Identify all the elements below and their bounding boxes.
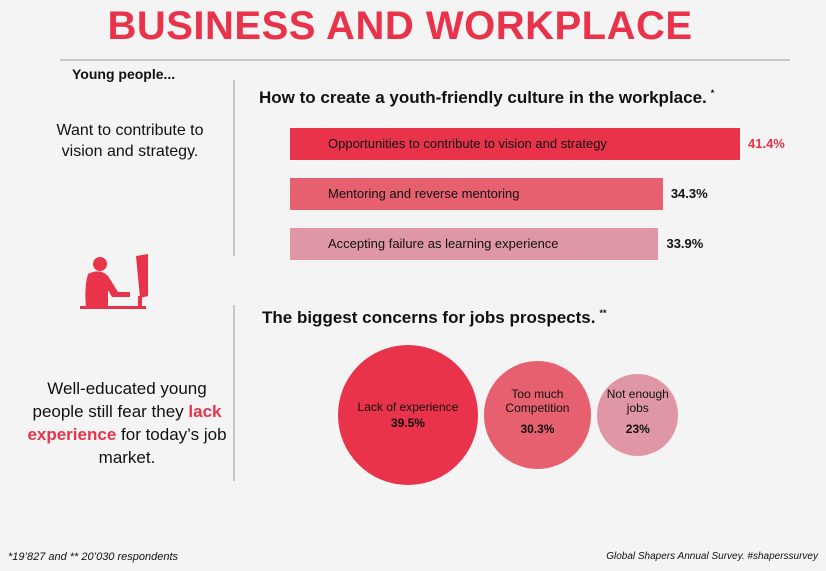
worker-icon — [80, 254, 148, 309]
text: for today’s job market. — [98, 425, 227, 467]
bubble — [483, 361, 592, 469]
bubble — [338, 345, 478, 485]
chart-title: How to create a youth-friendly culture i… — [259, 88, 714, 108]
bubble-label: Too much Competition — [505, 387, 570, 415]
bar-label: Opportunities to contribute to vision an… — [328, 136, 607, 151]
text: Well-educated young people still fear th… — [32, 379, 207, 421]
sidebar-heading: Young people... — [72, 66, 176, 82]
sidebar-text: Well-educated young people still fear th… — [22, 377, 232, 469]
footnote: *19’827 and ** 20’030 respondents — [8, 551, 179, 563]
value-label: 23% — [625, 422, 650, 436]
divider — [60, 59, 790, 61]
bubble — [597, 374, 679, 456]
bar-label: Accepting failure as learning experience — [328, 236, 559, 251]
bubble-label: Lack of experience — [357, 400, 459, 414]
value-label: 39.5% — [390, 416, 425, 430]
divider — [233, 80, 235, 256]
value-label: 30.3% — [520, 422, 555, 436]
bubble-label: Not enough jobs — [606, 387, 669, 415]
bar — [290, 128, 740, 160]
bar — [290, 178, 663, 210]
value-label: 41.4% — [748, 136, 785, 151]
highlight: lack experience — [27, 402, 222, 444]
title: How to create a youth-friendly culture i… — [259, 88, 707, 107]
value-label: 33.9% — [666, 236, 704, 251]
bar — [290, 228, 659, 260]
title-note: ** — [599, 308, 607, 318]
source: Global Shapers Annual Survey. #shaperssu… — [606, 551, 818, 562]
page-title: BUSINESS AND WORKPLACE — [107, 4, 693, 48]
chart-title: The biggest concerns for jobs prospects.… — [262, 308, 606, 328]
sidebar-text: Want to contribute to vision and strateg… — [56, 122, 204, 160]
divider — [233, 305, 235, 481]
value-label: 34.3% — [670, 186, 708, 201]
title: The biggest concerns for jobs prospects. — [262, 308, 596, 327]
title-note: * — [710, 88, 715, 98]
bar-label: Mentoring and reverse mentoring — [328, 186, 520, 201]
